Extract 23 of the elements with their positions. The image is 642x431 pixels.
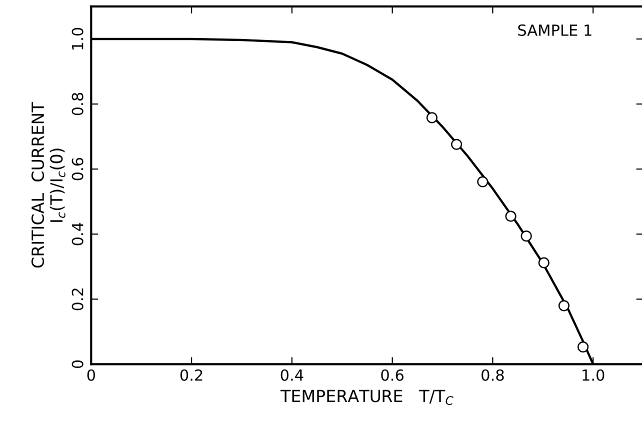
x-tick-label: 0.4	[280, 369, 304, 381]
annotation: SAMPLE 1	[518, 24, 592, 36]
x-tick-label: 0.6	[381, 369, 404, 381]
y-tick-label: 1.0	[72, 28, 84, 50]
y-tick-label: 0.8	[72, 92, 84, 116]
point	[505, 210, 516, 222]
x-axis-title: TEMPERATURE T/T$_{C}$	[280, 390, 454, 405]
point	[538, 257, 550, 268]
point	[426, 112, 438, 124]
x-tick-label: 0.2	[180, 369, 202, 381]
point	[578, 341, 589, 352]
x-tick-label: 0	[87, 369, 96, 381]
point	[477, 176, 488, 188]
point	[451, 138, 462, 150]
point	[558, 300, 570, 312]
y-tick-label: 0.2	[72, 288, 84, 310]
point	[520, 230, 532, 242]
y-tick-label: 0	[72, 360, 84, 368]
y-tick-label: 0.6	[72, 158, 84, 180]
x-tick-label: 1.0	[582, 369, 604, 381]
x-tick-label: 0.8	[482, 369, 504, 381]
y-axis-title: CRITICAL CURRENT I$_{c}$(T)/I$_{c}$(0)	[31, 102, 66, 268]
y-tick-label: 0.4	[72, 222, 84, 246]
